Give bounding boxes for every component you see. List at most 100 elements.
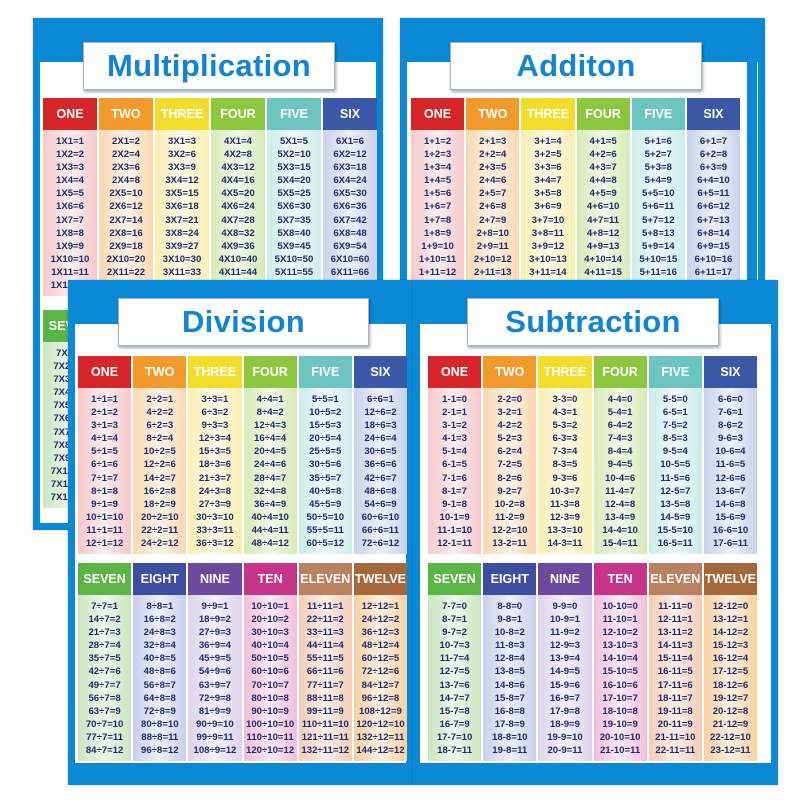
- fact-cell: 48÷6=8: [364, 485, 397, 497]
- fact-cell: 99÷11=9: [306, 705, 344, 717]
- column-header: FOUR: [243, 356, 297, 388]
- column-header: TEN: [593, 563, 647, 595]
- fact-cell: 2+1=3: [479, 136, 507, 147]
- fact-cell: 16÷2=8: [143, 485, 176, 497]
- fact-cell: 1+7=8: [423, 214, 452, 226]
- fact-cell: 54÷6=9: [364, 498, 397, 510]
- fact-cell: 9-4=5: [607, 459, 633, 471]
- fact-cell: 12-8=4: [494, 653, 525, 665]
- fact-cell: 64÷8=8: [143, 692, 176, 704]
- fact-cell: 15-11=4: [657, 653, 693, 665]
- column-header: SIX: [703, 356, 758, 388]
- column-body: 4X1=4 4X2=8 4X3=12 4X4=16 4X5=20 4X6=24 4X7=28…: [211, 130, 265, 297]
- table-column: ELEVEN 11-11=0 12-11=1 13-11=2 14-11=3 15-11=…: [648, 563, 702, 762]
- fact-cell: 7÷1=7: [91, 472, 119, 484]
- fact-cell: 27÷9=3: [198, 627, 232, 639]
- fact-cell: 2-2=0: [497, 394, 523, 405]
- fact-cell: 1+6=7: [423, 201, 452, 213]
- fact-cell: 72÷9=8: [198, 692, 232, 704]
- table-column: NINE 9-9=0 10-9=1 11-9=2 12-9=3 13-9=4 14-9=5 1…: [538, 563, 592, 762]
- fact-cell: 6+5=11: [697, 188, 730, 200]
- fact-cell: 6X4=24: [333, 175, 367, 187]
- fact-cell: 5+10=15: [639, 253, 678, 265]
- fact-cell: 4+8=12: [586, 227, 620, 239]
- fact-cell: 19-8=11: [492, 745, 528, 757]
- fact-cell: 110÷10=11: [246, 731, 294, 743]
- fact-cell: 4X3=12: [221, 162, 255, 174]
- fact-cell: 3+6=9: [534, 201, 562, 213]
- table-column: SIX 6÷6=1 12÷6=2 18÷6=3 24÷6=4 30÷6=5 36÷6=6 42…: [353, 356, 408, 555]
- table-section: SEVEN 7÷7=1 14÷7=2 21÷7=3 28÷7=4 35÷7=5 42÷7=6…: [78, 563, 408, 762]
- column-header: FOUR: [576, 98, 630, 130]
- fact-cell: 7-7=0: [442, 601, 467, 612]
- table-column: FOUR 4+1=5 4+2=6 4+3=7 4+4=8 4+5=9 4+6=10 4+7=1…: [576, 98, 630, 297]
- fact-cell: 14-9=5: [549, 666, 580, 678]
- poster-title: Division: [118, 298, 369, 346]
- fact-cell: 21-12=9: [712, 718, 749, 730]
- column-body: 6X1=6 6X2=12 6X3=18 6X4=24 6X5=30 6X6=36 6X7=4…: [323, 130, 377, 297]
- fact-cell: 10-5=5: [660, 459, 691, 471]
- fact-cell: 13-2=11: [492, 538, 528, 550]
- fact-cell: 84÷12=7: [361, 679, 400, 691]
- fact-cell: 96÷8=12: [140, 745, 179, 757]
- column-body: 11÷11=1 22÷11=2 33÷11=3 44÷11=4 55÷11=5 66÷11…: [298, 595, 352, 762]
- fact-cell: 13-7=6: [439, 679, 470, 691]
- column-header: SEVEN: [78, 563, 132, 595]
- column-header: FIVE: [631, 98, 685, 130]
- fact-cell: 6+1=7: [699, 136, 728, 147]
- fact-cell: 63÷7=9: [88, 705, 121, 717]
- fact-cell: 4+5=9: [589, 188, 617, 200]
- fact-cell: 40÷4=10: [251, 511, 289, 523]
- fact-cell: 6+3=9: [699, 162, 728, 174]
- column-header: ELEVEN: [298, 563, 352, 595]
- fact-cell: 35÷5=7: [309, 472, 342, 484]
- fact-cell: 1+1=2: [423, 136, 452, 147]
- fact-cell: 14-12=2: [712, 627, 749, 639]
- fact-cell: 11-11=0: [658, 601, 693, 612]
- fact-cell: 9-5=4: [662, 446, 688, 458]
- fact-cell: 1X8=8: [55, 227, 84, 239]
- fact-cell: 6+4=10: [697, 175, 730, 187]
- fact-cell: 7-1=6: [442, 472, 467, 484]
- fact-cell: 13-6=7: [715, 485, 746, 497]
- fact-cell: 5X3=15: [277, 162, 311, 174]
- fact-cell: 56÷8=7: [143, 679, 176, 691]
- fact-cell: 11-3=8: [550, 498, 580, 510]
- fact-cell: 14÷7=2: [88, 614, 121, 626]
- column-header: ONE: [411, 98, 465, 130]
- fact-cell: 108÷12=9: [359, 705, 402, 717]
- fact-cell: 13-5=8: [660, 498, 691, 510]
- fact-cell: 4X5=20: [221, 188, 255, 200]
- subtraction-poster: Subtraction ONE 1-1=0 2-1=1 3-1=2 4-1=3 5-1=4 6…: [413, 280, 778, 785]
- fact-cell: 9-9=0: [552, 601, 578, 612]
- fact-cell: 11-5=6: [660, 472, 691, 484]
- fact-cell: 11-1=10: [437, 524, 473, 536]
- column-body: 11-11=0 12-11=1 13-11=2 14-11=3 15-11=4 16-11…: [648, 595, 702, 762]
- fact-cell: 3-2=1: [497, 407, 523, 419]
- table-column: ONE 1X1=1 1X2=2 1X3=3 1X4=4 1X5=5 1X6=6 1X7=7 1X…: [43, 98, 97, 297]
- fact-cell: 18-11=7: [657, 692, 693, 704]
- fact-cell: 88÷11=8: [306, 692, 344, 704]
- fact-cell: 20-10=10: [599, 731, 641, 743]
- fact-cell: 1X7=7: [55, 214, 84, 226]
- column-header: FIVE: [267, 98, 321, 130]
- fact-cell: 100÷10=10: [245, 718, 295, 730]
- fact-cell: 4X7=28: [221, 214, 255, 226]
- fact-cell: 6+6=12: [697, 201, 730, 213]
- fact-cell: 84÷7=12: [85, 745, 124, 757]
- fact-cell: 30÷10=3: [251, 627, 289, 639]
- fact-cell: 16-6=10: [712, 524, 749, 536]
- table-column: TWO 2-2=0 3-2=1 4-2=2 5-2=3 6-2=4 7-2=5 8-2=6 9-…: [483, 356, 537, 555]
- fact-cell: 11-6=5: [715, 459, 746, 471]
- fact-cell: 1X10=10: [50, 253, 90, 265]
- fact-cell: 5+11=16: [639, 266, 677, 278]
- fact-cell: 14-11=3: [657, 640, 693, 652]
- fact-cell: 3+1=4: [534, 136, 562, 147]
- fact-cell: 1+8=9: [423, 227, 452, 239]
- column-header: FOUR: [211, 98, 265, 130]
- column-body: 3÷3=1 6÷3=2 9÷3=3 12÷3=4 15÷3=5 18÷3=6 21÷3=7 2…: [188, 388, 242, 555]
- fact-cell: 3÷3=1: [201, 394, 229, 405]
- fact-cell: 2+5=7: [479, 188, 507, 200]
- fact-cell: 2÷2=1: [146, 394, 174, 405]
- fact-cell: 5+2=7: [644, 149, 672, 161]
